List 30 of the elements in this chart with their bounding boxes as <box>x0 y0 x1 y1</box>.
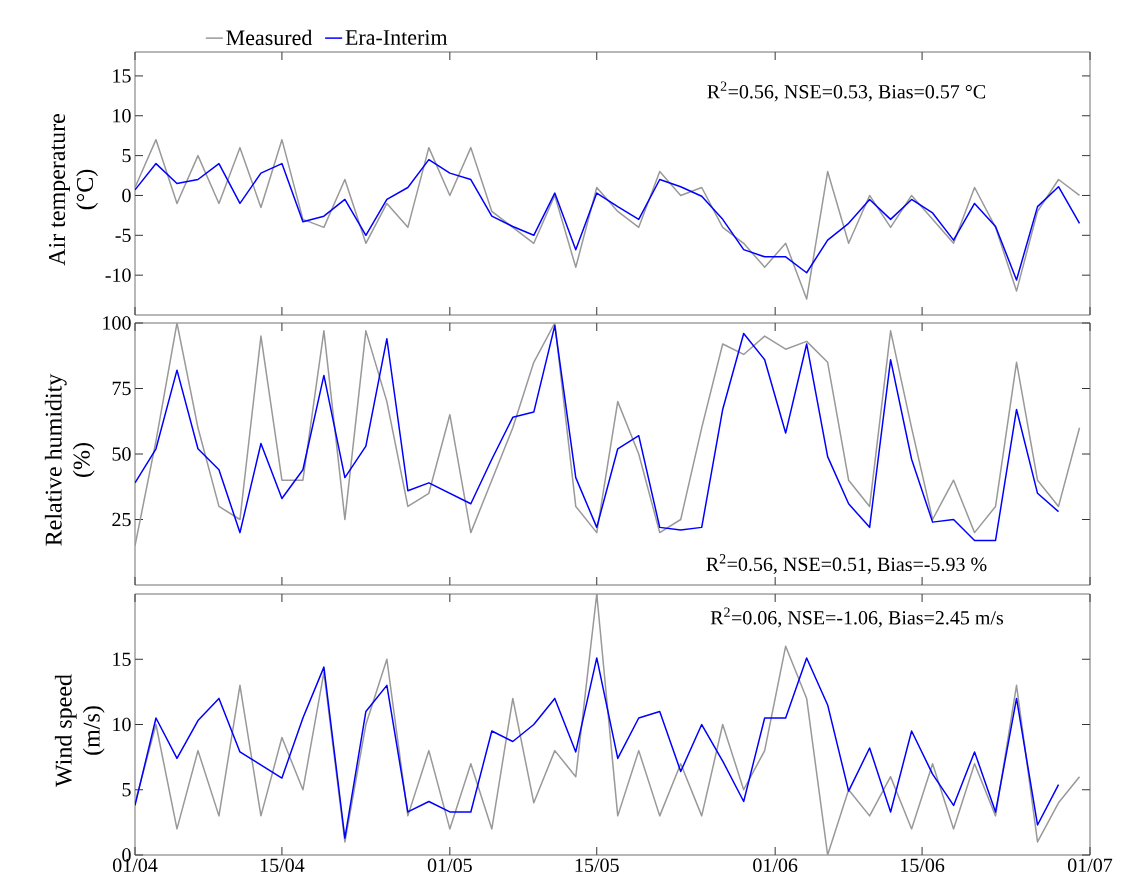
y-axis-title: Wind speed (m/s) <box>54 674 105 787</box>
x-tick-label: 15/05 <box>575 858 619 873</box>
y-axis-title: Relative humidity (%) <box>44 373 95 546</box>
x-tick-label: 01/07 <box>1067 858 1113 873</box>
y-tick-label: 5 <box>122 783 131 797</box>
annotation: R$^{2}$=0.56, NSE=0.53, Bias=0.57 °C <box>707 81 986 102</box>
legend-label: Era-Interim <box>345 30 448 45</box>
annotation: R$^{2}$=0.56, NSE=0.51, Bias=-5.93 % <box>706 554 987 574</box>
y-tick-label: -10 <box>105 268 131 282</box>
y-tick-label: 10 <box>113 109 131 123</box>
y-tick-label: 15 <box>113 69 131 83</box>
y-tick-label: 100 <box>103 316 131 330</box>
legend-label: Measured <box>226 29 313 46</box>
line-series <box>135 138 1081 300</box>
y-axis-title: Air temperature (°C) <box>48 114 98 266</box>
y-tick-label: 75 <box>112 381 131 396</box>
y-tick-label: 5 <box>122 148 131 163</box>
y-tick-label: 25 <box>112 512 131 527</box>
y-tick-label: 15 <box>113 652 131 666</box>
x-tick-label: 15/06 <box>901 858 945 873</box>
x-tick-label: 15/04 <box>260 858 305 873</box>
annotation: R$^{2}$=0.06, NSE=-1.06, Bias=2.45 m/s <box>710 607 1004 628</box>
y-tick-label: -5 <box>115 228 131 242</box>
x-tick-label: 01/05 <box>427 858 472 873</box>
line-series <box>135 594 1081 856</box>
y-tick-label: 50 <box>112 447 131 461</box>
y-tick-label: 0 <box>122 188 131 203</box>
y-tick-label: 10 <box>113 717 131 732</box>
x-tick-label: 01/06 <box>753 858 798 873</box>
line-series <box>135 158 1081 281</box>
